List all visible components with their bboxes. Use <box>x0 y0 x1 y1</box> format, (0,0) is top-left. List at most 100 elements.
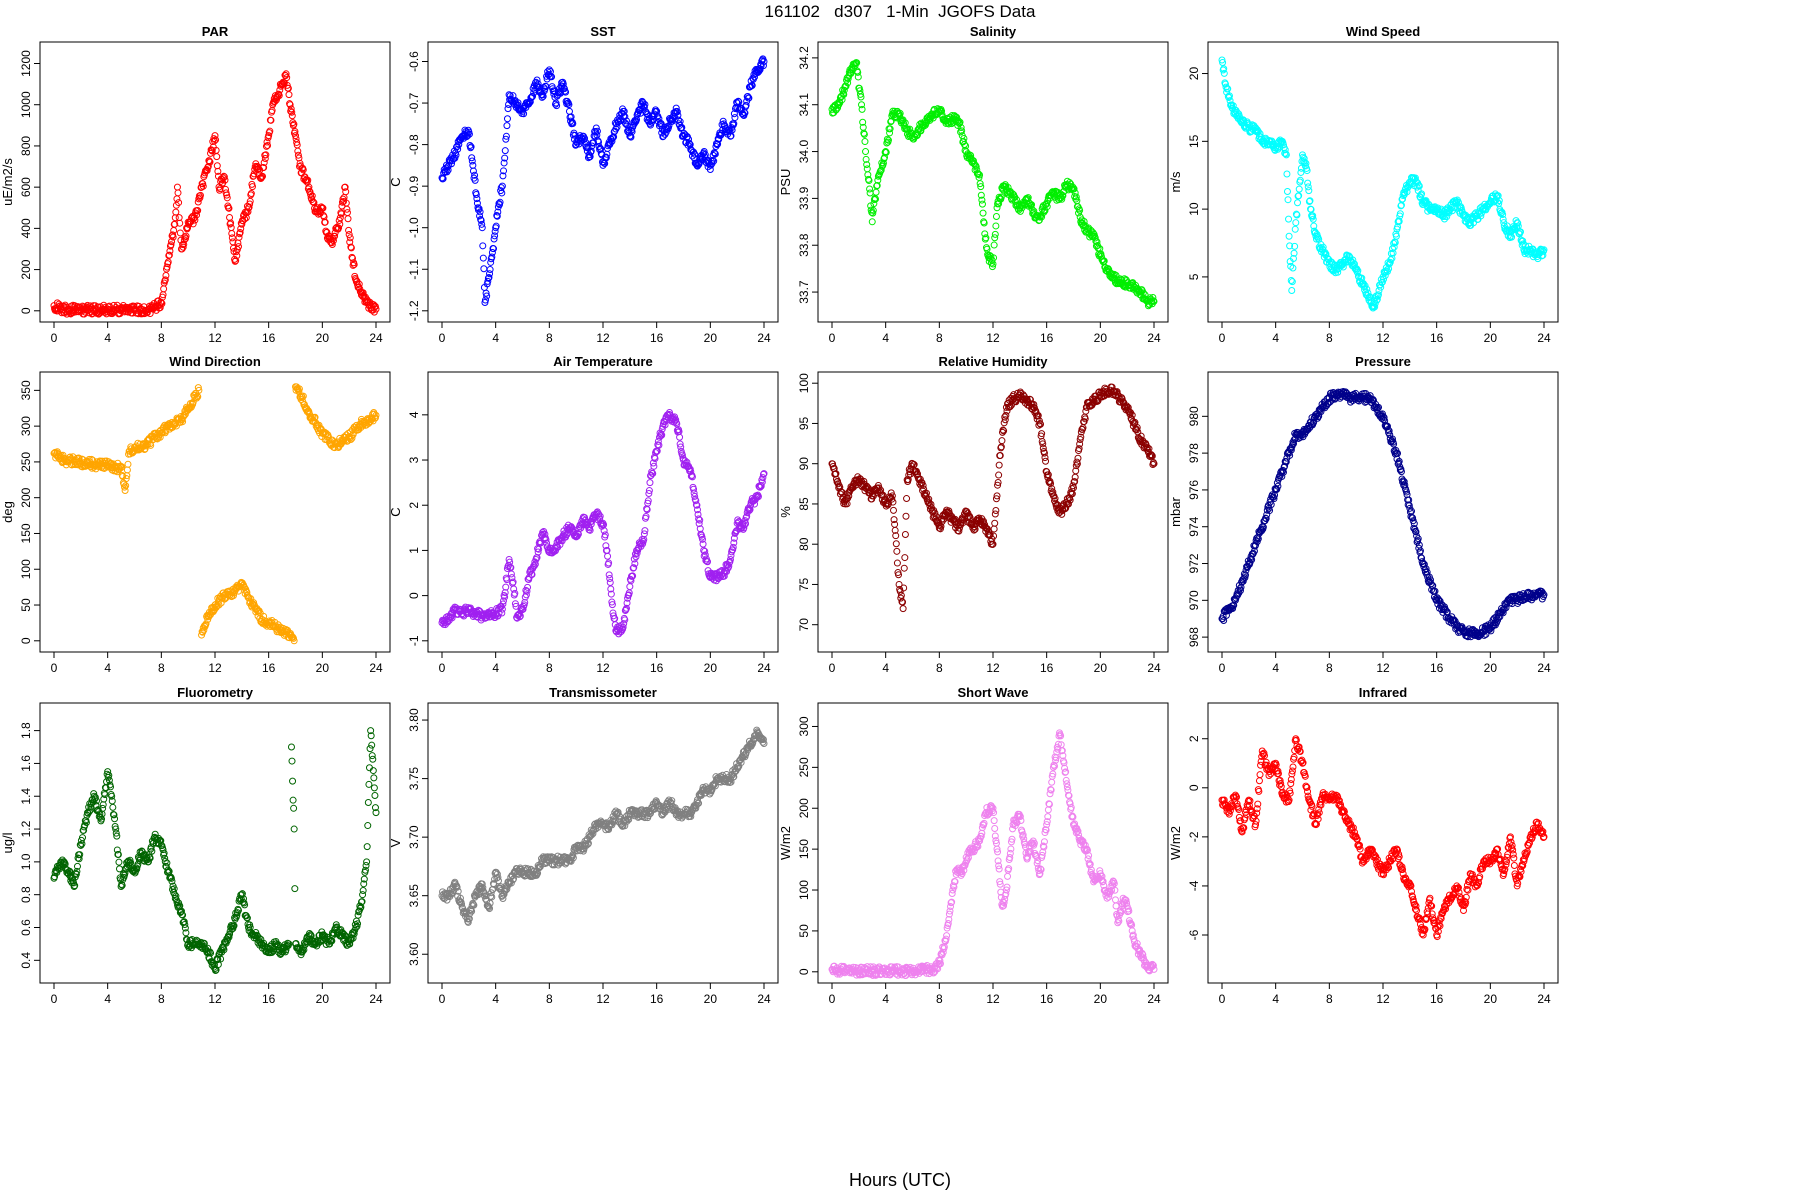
y-tick-label: 33.7 <box>797 280 811 304</box>
data-point <box>1254 128 1262 136</box>
y-axis-label: mbar <box>1168 497 1183 527</box>
data-point <box>1226 97 1234 105</box>
data-point <box>988 256 996 264</box>
data-point <box>565 101 573 109</box>
data-point <box>719 117 727 125</box>
data-point <box>595 138 603 146</box>
data-point <box>663 123 671 131</box>
data-point <box>241 215 249 223</box>
data-point <box>1364 289 1372 297</box>
data-point <box>545 66 553 74</box>
data-point <box>982 234 990 242</box>
data-point <box>709 156 717 164</box>
data-point <box>1301 158 1309 166</box>
x-tick-label: 20 <box>1094 661 1108 675</box>
data-point <box>206 158 214 166</box>
x-tick-label: 4 <box>492 661 499 675</box>
data-point <box>1304 179 1312 187</box>
y-tick-label: 0 <box>407 592 421 599</box>
data-point <box>991 519 999 527</box>
data-point <box>520 110 528 118</box>
data-point <box>486 270 494 278</box>
data-point <box>478 220 486 228</box>
data-point <box>991 234 999 242</box>
data-point <box>1042 457 1050 465</box>
data-point <box>1281 146 1289 154</box>
data-point <box>194 207 202 215</box>
x-tick-label: 24 <box>757 331 771 345</box>
data-point <box>451 154 459 162</box>
chart-title: PAR <box>202 24 229 39</box>
data-point <box>886 125 894 133</box>
data-point <box>1304 183 1312 191</box>
data-point <box>587 147 595 155</box>
data-points <box>1218 56 1548 312</box>
data-point <box>350 261 358 269</box>
data-point <box>291 127 299 135</box>
data-point <box>742 101 750 109</box>
data-point <box>499 172 507 180</box>
data-point <box>678 124 686 132</box>
data-point <box>454 145 462 153</box>
data-point <box>1283 170 1291 178</box>
y-tick-label: -1.1 <box>407 259 421 280</box>
data-point <box>995 461 1003 469</box>
data-point <box>503 115 511 123</box>
data-point <box>604 552 612 560</box>
x-tick-label: 8 <box>546 661 553 675</box>
y-tick-label: 200 <box>19 259 33 279</box>
data-point <box>862 155 870 163</box>
data-point <box>760 58 768 66</box>
data-point <box>534 80 542 88</box>
data-point <box>1373 295 1381 303</box>
data-point <box>220 172 228 180</box>
y-tick-label: 5 <box>1187 273 1201 280</box>
data-point <box>468 157 476 165</box>
data-point <box>1361 282 1369 290</box>
data-point <box>1285 215 1293 223</box>
data-point <box>626 583 634 591</box>
data-point <box>1310 222 1318 230</box>
data-point <box>1076 206 1084 214</box>
chart-title: Fluorometry <box>177 685 254 700</box>
y-tick-label: -0.6 <box>407 51 421 72</box>
data-point <box>262 142 270 150</box>
data-point <box>288 108 296 116</box>
data-point <box>196 191 204 199</box>
data-point <box>247 190 255 198</box>
x-tick-label: 16 <box>1430 661 1444 675</box>
data-point <box>479 254 487 262</box>
data-point <box>1305 187 1313 195</box>
data-point <box>956 118 964 126</box>
data-point <box>158 300 166 308</box>
data-point <box>1374 291 1382 299</box>
x-tick-label: 8 <box>158 992 165 1006</box>
data-point <box>1218 56 1226 64</box>
y-axis-label: ug/l <box>0 832 15 853</box>
data-point <box>1004 183 1012 191</box>
data-point <box>854 73 862 81</box>
x-tick-label: 20 <box>704 661 718 675</box>
data-point <box>294 147 302 155</box>
data-point <box>282 70 290 78</box>
x-tick-label: 12 <box>1376 661 1390 675</box>
data-point <box>442 161 450 169</box>
x-tick-label: 12 <box>1376 331 1390 345</box>
y-tick-label: 600 <box>19 177 33 197</box>
data-point <box>641 100 649 108</box>
y-tick-label: 80 <box>797 537 811 551</box>
data-point <box>193 211 201 219</box>
data-point <box>884 136 892 144</box>
data-point <box>196 194 204 202</box>
y-axis-label: C <box>388 177 403 186</box>
data-point <box>957 124 965 132</box>
data-point <box>593 127 601 135</box>
x-tick-label: 0 <box>51 992 58 1006</box>
data-point <box>731 114 739 122</box>
data-point <box>673 108 681 116</box>
data-point <box>465 130 473 138</box>
data-point <box>1395 217 1403 225</box>
data-point <box>170 226 178 234</box>
